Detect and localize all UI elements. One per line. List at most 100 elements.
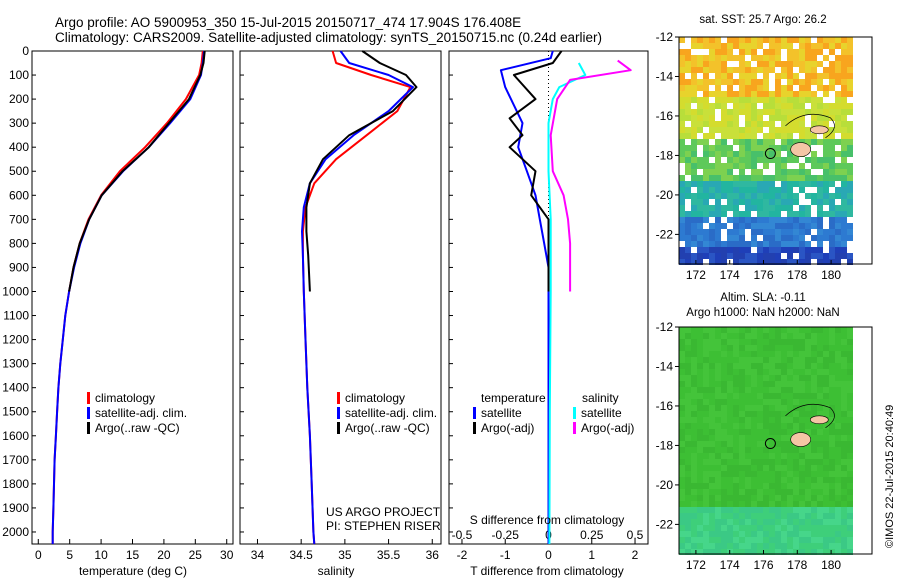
map-x-tick-label: 172 [686,558,706,572]
map-cell [697,163,703,169]
map-cell [751,181,757,187]
map-cell [703,175,709,181]
plot-frame [31,50,234,545]
map-cell [847,531,853,537]
map-cell [709,447,715,453]
map-cell [745,495,751,501]
map-cell [787,193,793,199]
map-cell [841,339,847,345]
map-cell [715,55,721,61]
map-cell [775,501,781,507]
map-cell [835,363,841,369]
map-y-tick-label: -22 [656,517,674,531]
map-cell [823,339,829,345]
map-cell [739,459,745,465]
map-cell [739,199,745,205]
map-cell [757,351,763,357]
map-cell [703,537,709,543]
map-cell [817,79,823,85]
legend-swatch-satellite [337,407,340,419]
map-cell [721,477,727,483]
map-cell [805,205,811,211]
map-cell [847,363,853,369]
map-x-tick-label: 174 [720,268,740,282]
map-cell [811,223,817,229]
map-cell [727,235,733,241]
map-cell [709,145,715,151]
map-cell [805,483,811,489]
reef-contour [785,113,835,139]
map-cell [733,91,739,97]
series-line-argo---raw--qc- [68,50,206,292]
map-cell [841,495,847,501]
map-cell [739,537,745,543]
map-cell [679,351,685,357]
map-cell [805,217,811,223]
map-cell [703,157,709,163]
salinity-legend: climatology satellite-adj. clim. Argo(..… [337,391,437,435]
map-cell [739,417,745,423]
map-cell [751,495,757,501]
map-cell [835,127,841,133]
map-cell [715,223,721,229]
map-cell [757,363,763,369]
map-cell [679,211,685,217]
map-cell [847,169,853,175]
map-cell [685,507,691,513]
map-cell [715,157,721,163]
map-cell [841,97,847,103]
map-cell [691,471,697,477]
map-cell [835,495,841,501]
map-cell [691,37,697,43]
map-cell [781,417,787,423]
map-cell [769,345,775,351]
map-cell [745,387,751,393]
map-cell [757,199,763,205]
map-cell [733,211,739,217]
map-cell [793,459,799,465]
map-cell [715,241,721,247]
map-cell [847,205,853,211]
map-cell [697,489,703,495]
map-cell [829,489,835,495]
map-cell [787,429,793,435]
map-cell [733,67,739,73]
map-cell [685,351,691,357]
map-cell [757,375,763,381]
map-cell [691,205,697,211]
map-cell [805,351,811,357]
map-cell [709,103,715,109]
map-cell [793,531,799,537]
map-cell [739,387,745,393]
map-cell [769,193,775,199]
map-cell [685,91,691,97]
map-cell [727,229,733,235]
map-cell [775,193,781,199]
map-cell [751,393,757,399]
map-cell [751,55,757,61]
map-cell [751,73,757,79]
map-cell [793,115,799,121]
map-cell [739,351,745,357]
map-cell [787,519,793,525]
map-cell [739,465,745,471]
map-cell [799,489,805,495]
map-cell [787,175,793,181]
map-cell [787,507,793,513]
map-cell [787,465,793,471]
map-cell [691,441,697,447]
map-cell [727,247,733,253]
map-cell [721,211,727,217]
map-cell [709,435,715,441]
map-cell [763,519,769,525]
map-cell [769,429,775,435]
map-cell [763,513,769,519]
map-cell [799,375,805,381]
map-cell [793,513,799,519]
map-cell [811,151,817,157]
map-cell [751,357,757,363]
map-cell [799,399,805,405]
map-cell [703,507,709,513]
map-cell [697,513,703,519]
map-cell [823,405,829,411]
